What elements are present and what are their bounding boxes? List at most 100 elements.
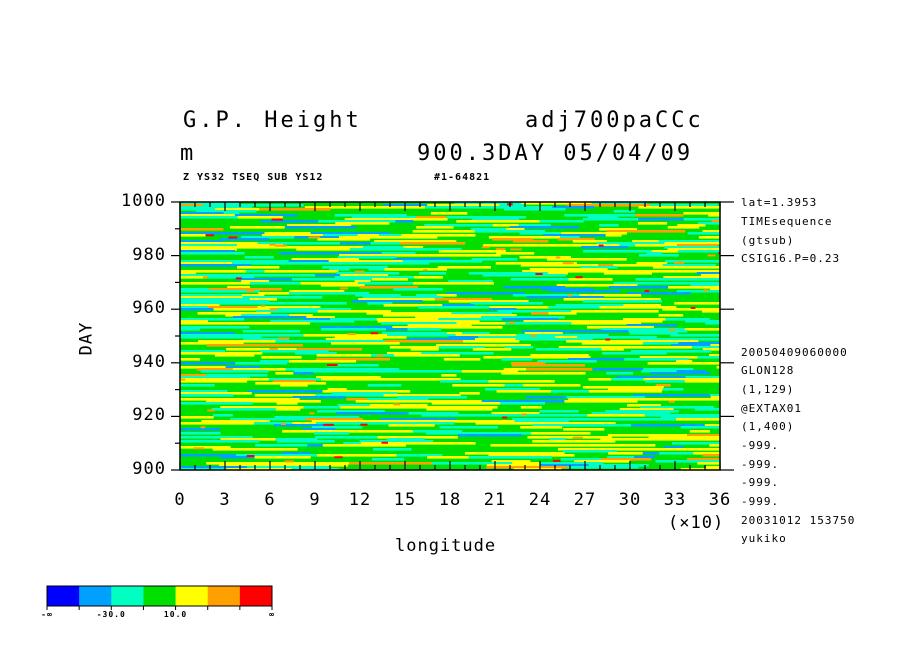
heatmap-band	[674, 302, 720, 305]
heatmap-band	[608, 286, 669, 289]
heatmap-band	[702, 454, 720, 457]
x-tick-label: 15	[393, 490, 417, 510]
heatmap-band	[635, 278, 680, 281]
heatmap-band	[511, 362, 546, 365]
heatmap-band	[180, 376, 250, 379]
heatmap-band	[709, 290, 720, 293]
heatmap-band	[290, 400, 322, 403]
heatmap-band	[281, 452, 311, 455]
heatmap-band	[250, 282, 301, 285]
heatmap-band	[436, 420, 515, 423]
heatmap-band	[180, 416, 214, 419]
heatmap-streak	[207, 409, 215, 412]
heatmap-band	[525, 396, 567, 399]
heatmap-streak	[381, 441, 389, 444]
y-axis-label: DAY	[76, 321, 97, 356]
heatmap-band	[180, 398, 222, 401]
heatmap-band	[180, 248, 238, 251]
heatmap-streak	[269, 243, 276, 246]
heatmap-band	[272, 380, 316, 383]
heatmap-band	[547, 272, 568, 275]
heatmap-streak	[246, 455, 255, 458]
heatmap-band	[246, 466, 331, 469]
heatmap-band	[446, 332, 463, 335]
heatmap-band	[646, 252, 663, 255]
heatmap-band	[457, 434, 522, 437]
heatmap-band	[244, 256, 274, 259]
heatmap-band	[556, 422, 616, 425]
heatmap-band	[581, 342, 643, 345]
heatmap-band	[580, 266, 618, 269]
heatmap-band	[311, 426, 363, 429]
heatmap-band	[662, 308, 712, 311]
heatmap-band	[180, 282, 251, 285]
heatmap-band	[478, 336, 555, 339]
heatmap-band	[680, 426, 720, 429]
heatmap-band	[393, 258, 451, 261]
heatmap-band	[496, 390, 552, 393]
colorbar-swatch	[111, 586, 144, 606]
heatmap-band	[328, 260, 403, 263]
colorbar-swatch	[47, 586, 80, 606]
heatmap-band	[535, 348, 602, 351]
heatmap-streak	[552, 459, 561, 462]
heatmap-band	[676, 290, 710, 293]
heatmap-band	[276, 402, 298, 405]
heatmap-band	[619, 244, 636, 247]
heatmap-streak	[673, 261, 685, 264]
heatmap-band	[680, 468, 720, 470]
heatmap-streak	[326, 364, 338, 367]
heatmap-band	[491, 412, 540, 415]
heatmap-band	[180, 302, 243, 305]
heatmap-band	[232, 246, 307, 249]
heatmap-band	[416, 226, 454, 229]
heatmap-band	[575, 334, 609, 337]
heatmap-band	[421, 414, 506, 417]
heatmap-band	[443, 358, 481, 361]
heatmap-band	[431, 402, 501, 405]
heatmap-band	[334, 276, 415, 279]
heatmap-band	[678, 250, 707, 253]
heatmap-band	[452, 384, 505, 387]
heatmap-band	[180, 362, 236, 365]
heatmap-band	[314, 432, 350, 435]
heatmap-band	[220, 456, 255, 459]
heatmap-band	[414, 276, 443, 279]
heatmap-band	[658, 240, 720, 243]
heatmap-band	[475, 338, 516, 341]
heatmap-band	[671, 442, 720, 445]
heatmap-band	[568, 398, 640, 401]
heatmap-streak	[535, 273, 543, 276]
x-tick-label: 36	[708, 490, 732, 510]
heatmap-band	[198, 340, 276, 343]
heatmap-band	[180, 288, 210, 291]
heatmap-band	[225, 366, 261, 369]
heatmap-band	[289, 290, 345, 293]
heatmap-band	[234, 214, 298, 217]
heatmap-band	[180, 454, 236, 457]
heatmap-band	[530, 354, 589, 357]
heatmap-streak	[718, 252, 720, 255]
heatmap-band	[505, 414, 588, 417]
heatmap-band	[701, 310, 720, 313]
heatmap-band	[416, 422, 455, 425]
heatmap-band	[180, 328, 200, 331]
heatmap-band	[519, 232, 562, 235]
heatmap-band	[439, 380, 489, 383]
heatmap-band	[684, 380, 720, 383]
heatmap-band	[366, 398, 429, 401]
heatmap-band	[242, 296, 291, 299]
heatmap-band	[668, 286, 720, 289]
heatmap-band	[394, 390, 411, 393]
heatmap-band	[180, 252, 245, 255]
heatmap-band	[339, 254, 419, 257]
heatmap-band	[180, 308, 214, 311]
heatmap-band	[558, 346, 632, 349]
heatmap-band	[602, 352, 667, 355]
heatmap-band	[573, 444, 656, 447]
heatmap-streak	[423, 269, 428, 272]
heatmap-band	[438, 318, 502, 321]
heatmap-band	[639, 356, 698, 359]
heatmap-streak	[521, 413, 527, 416]
heatmap-band	[418, 254, 501, 257]
